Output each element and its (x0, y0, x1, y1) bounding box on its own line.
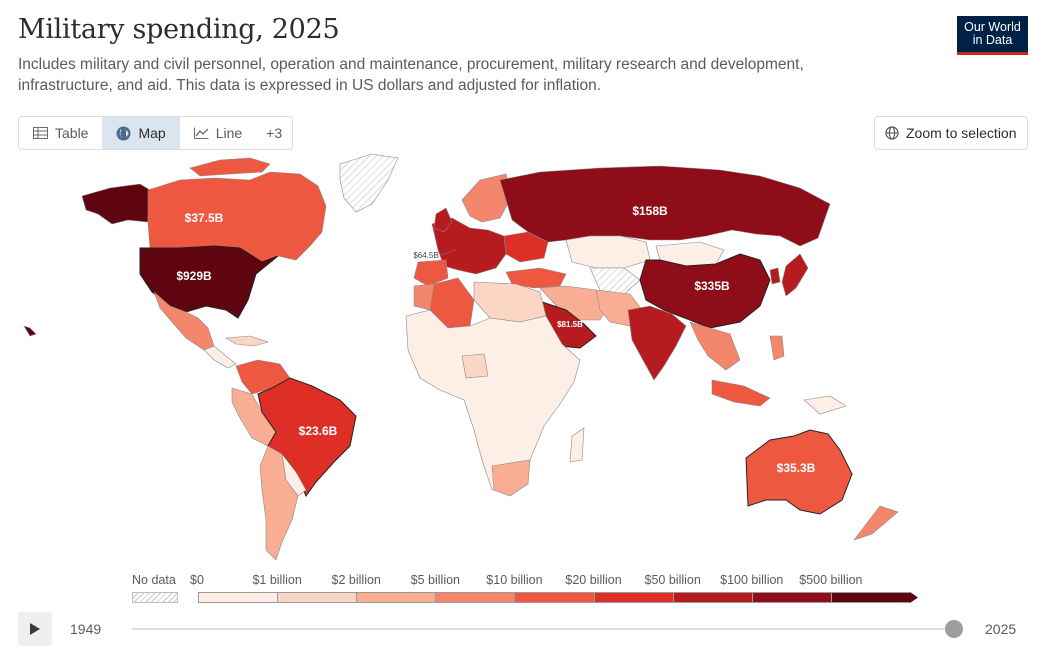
region-central-america[interactable] (203, 345, 237, 369)
line-chart-icon (193, 127, 209, 139)
label-saudi-arabia: $81.5B (557, 320, 583, 329)
globe-outline-icon (885, 126, 899, 140)
timeline: 1949 2025 (0, 610, 1039, 650)
timeline-track[interactable] (132, 628, 954, 630)
world-map: $929B $37.5B $158B $335B $23.6B $35.3B $… (23, 153, 899, 561)
play-button[interactable] (18, 612, 52, 646)
country-canada-islands[interactable] (189, 157, 271, 177)
country-south-africa[interactable] (491, 459, 531, 497)
region-caribbean[interactable] (225, 335, 270, 347)
country-india[interactable] (627, 305, 687, 381)
timeline-end-year: 2025 (985, 621, 1017, 637)
region-papua[interactable] (803, 395, 847, 415)
globe-icon (116, 126, 131, 140)
timeline-start-year: 1949 (70, 621, 102, 637)
legend-bin-3[interactable] (435, 592, 515, 603)
legend-bin-5[interactable] (593, 592, 673, 603)
zoom-to-selection-label: Zoom to selection (906, 125, 1017, 141)
chart-subtitle: Includes military and civil personnel, o… (18, 56, 804, 94)
country-australia[interactable] (745, 429, 853, 515)
legend-no-data-label: No data (132, 573, 176, 587)
country-nigeria[interactable] (461, 353, 489, 379)
legend-bin-6[interactable] (672, 592, 752, 603)
label-canada: $37.5B (185, 211, 224, 225)
label-europe: $64.5B (413, 251, 438, 260)
label-brazil: $23.6B (299, 424, 338, 438)
logo-line-2: in Data (972, 33, 1013, 47)
legend-tick-label: $100 billion (720, 573, 784, 587)
legend-arrow-icon (910, 592, 918, 603)
region-sub-saharan-africa[interactable] (405, 309, 581, 491)
country-korea[interactable] (769, 267, 781, 285)
country-new-zealand[interactable] (853, 505, 899, 541)
tab-table[interactable]: Table (19, 117, 102, 149)
tab-table-label: Table (55, 125, 89, 141)
legend-tick-label: $10 billion (486, 573, 543, 587)
legend-bin-8[interactable] (830, 592, 910, 603)
legend-tick-label: $2 billion (331, 573, 381, 587)
legend-bin-2[interactable] (356, 592, 436, 603)
legend-tick-label: $500 billion (799, 573, 863, 587)
map-legend: No data $0 $1 billion $2 billion $5 billion… (0, 570, 1039, 610)
legend-tick-label: $50 billion (644, 573, 701, 587)
label-russia: $158B (632, 204, 668, 218)
country-greenland[interactable] (339, 153, 399, 213)
tab-more-label: +3 (266, 125, 283, 141)
country-hawaii[interactable] (23, 325, 37, 337)
timeline-handle[interactable] (945, 620, 963, 638)
country-indonesia[interactable] (711, 379, 771, 407)
owid-logo[interactable]: Our World in Data (957, 16, 1028, 55)
legend-bin-4[interactable] (514, 592, 594, 603)
legend-tick-label: $1 billion (252, 573, 302, 587)
zoom-to-selection-button[interactable]: Zoom to selection (874, 116, 1028, 150)
country-russia[interactable] (499, 165, 831, 247)
country-alaska[interactable] (81, 183, 151, 225)
legend-bin-7[interactable] (751, 592, 831, 603)
legend-bin-1[interactable] (277, 592, 357, 603)
region-southeast-asia[interactable] (689, 321, 741, 371)
country-philippines[interactable] (769, 335, 785, 361)
tab-map-label: Map (138, 125, 166, 141)
country-china[interactable] (639, 253, 771, 329)
label-europe-leader (439, 249, 457, 256)
table-icon (33, 127, 48, 139)
region-scandinavia[interactable] (461, 173, 513, 223)
region-iberia[interactable] (413, 259, 449, 287)
tab-line-label: Line (215, 125, 243, 141)
tab-more[interactable]: +3 (256, 117, 292, 149)
label-usa: $929B (176, 269, 212, 283)
country-brazil[interactable] (257, 377, 357, 498)
country-madagascar[interactable] (569, 427, 585, 463)
region-central-asia-nodata[interactable] (589, 267, 641, 297)
legend-no-data-swatch[interactable] (132, 592, 178, 603)
legend-tick-label: $20 billion (565, 573, 622, 587)
country-uk[interactable] (433, 207, 453, 233)
legend-tick-label: $5 billion (410, 573, 460, 587)
legend-bin-0[interactable] (198, 592, 278, 603)
play-icon (30, 623, 40, 635)
label-china: $335B (694, 279, 730, 293)
country-kazakhstan[interactable] (565, 235, 651, 269)
country-argentina[interactable] (259, 445, 299, 561)
tab-line[interactable]: Line (180, 117, 256, 149)
legend-tick-label: $0 (190, 573, 204, 587)
view-tabs: Table Map Line +3 (18, 116, 294, 150)
tab-map[interactable]: Map (102, 117, 180, 149)
country-japan[interactable] (781, 253, 809, 297)
logo-line-1: Our World (964, 20, 1021, 34)
label-australia: $35.3B (777, 461, 816, 475)
chart-title: Military spending, 2025 (18, 14, 340, 45)
